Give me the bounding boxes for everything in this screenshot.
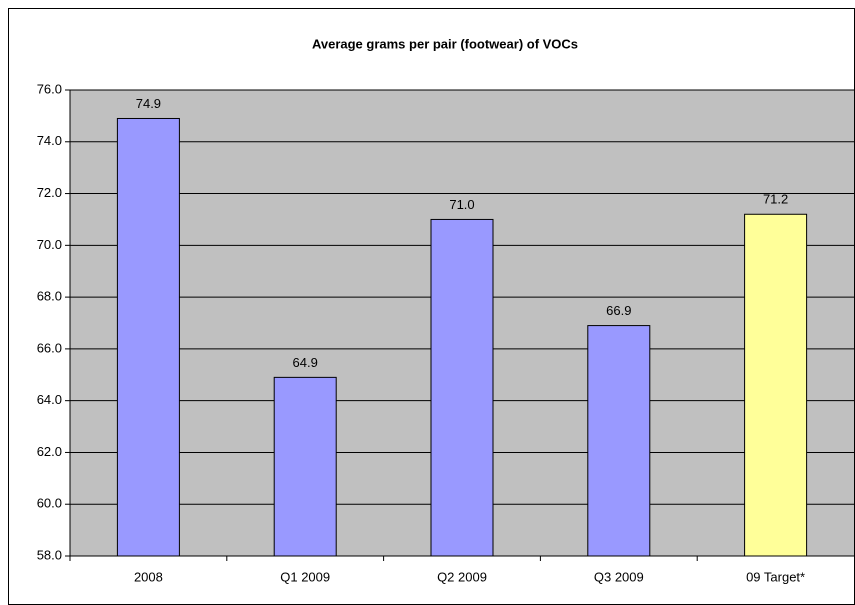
- data-label: 74.9: [136, 96, 161, 111]
- chart-title: Average grams per pair (footwear) of VOC…: [312, 36, 578, 51]
- x-tick-label: Q2 2009: [437, 569, 487, 584]
- data-label: 71.0: [449, 197, 474, 212]
- y-tick-label: 74.0: [37, 133, 62, 148]
- bar: [744, 213, 808, 557]
- y-tick-label: 70.0: [37, 237, 62, 252]
- y-tick-label: 58.0: [37, 547, 62, 562]
- y-tick-label: 62.0: [37, 444, 62, 459]
- y-tick-label: 66.0: [37, 340, 62, 355]
- y-tick-label: 64.0: [37, 392, 62, 407]
- y-tick-label: 60.0: [37, 496, 62, 511]
- data-label: 64.9: [293, 355, 318, 370]
- x-tick-label: 09 Target*: [746, 569, 805, 584]
- y-tick-label: 68.0: [37, 289, 62, 304]
- x-tick-label: Q1 2009: [280, 569, 330, 584]
- bar: [587, 325, 651, 557]
- y-tick-label: 72.0: [37, 185, 62, 200]
- x-tick-label: Q3 2009: [594, 569, 644, 584]
- data-label: 71.2: [763, 192, 788, 207]
- data-label: 66.9: [606, 303, 631, 318]
- bar: [116, 117, 180, 557]
- bar: [273, 376, 337, 557]
- x-tick-label: 2008: [134, 569, 163, 584]
- bar: [430, 218, 494, 557]
- y-tick-label: 76.0: [37, 81, 62, 96]
